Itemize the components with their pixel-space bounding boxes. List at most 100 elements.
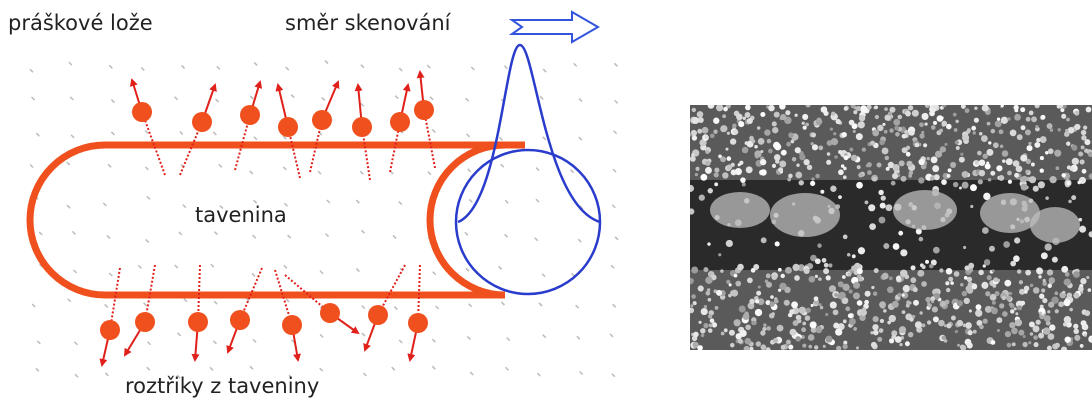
grain: [962, 134, 969, 141]
grain: [792, 157, 796, 161]
powder-dot: [326, 234, 329, 237]
powder-dot: [67, 205, 70, 208]
powder-dot: [614, 131, 617, 134]
grain: [1056, 166, 1060, 170]
grain: [806, 308, 811, 313]
grain: [881, 195, 886, 200]
spatter-particle: [312, 110, 332, 130]
grain: [699, 195, 705, 201]
grain: [788, 132, 793, 137]
grain: [838, 293, 845, 300]
grain: [940, 146, 946, 152]
powder-dot: [147, 196, 150, 199]
powder-dot: [182, 65, 185, 68]
grain: [1002, 311, 1008, 317]
grain: [908, 332, 913, 337]
grain: [761, 237, 767, 243]
grain: [999, 303, 1004, 308]
grain: [1002, 150, 1009, 157]
grain: [703, 267, 708, 272]
grain: [799, 307, 806, 314]
grain: [899, 343, 902, 346]
grain: [749, 347, 753, 351]
grain: [1066, 141, 1070, 145]
grain: [795, 147, 801, 153]
grain: [842, 344, 847, 349]
grain: [1073, 293, 1079, 299]
powder-dot: [108, 164, 111, 167]
grain: [877, 337, 882, 342]
grain: [1081, 320, 1087, 326]
grain: [957, 320, 963, 326]
powder-dot: [36, 133, 39, 136]
grain: [818, 145, 823, 150]
grain: [889, 128, 893, 132]
grain: [865, 201, 869, 205]
grain: [1017, 269, 1021, 273]
grain: [1078, 151, 1083, 156]
powder-dot: [469, 199, 472, 202]
grain: [1052, 257, 1058, 263]
grain: [1047, 269, 1053, 275]
grain: [781, 274, 785, 278]
grain: [1066, 118, 1070, 122]
powder-dot: [183, 205, 186, 208]
grain: [868, 204, 875, 211]
grain: [708, 188, 713, 193]
grain: [833, 132, 836, 135]
grain: [1036, 138, 1040, 142]
grain: [718, 253, 721, 256]
grain: [779, 283, 786, 290]
grain: [1021, 184, 1028, 191]
grain: [701, 334, 704, 337]
grain: [991, 129, 996, 134]
grain: [960, 153, 963, 156]
grain: [964, 298, 970, 304]
grain: [962, 291, 968, 297]
grain: [695, 173, 698, 176]
grain: [1055, 309, 1059, 313]
grain: [910, 277, 916, 283]
grain: [1079, 226, 1086, 233]
powder-dot: [395, 96, 398, 99]
grain: [859, 115, 865, 121]
grain: [794, 114, 797, 117]
grain: [745, 141, 749, 145]
grain: [869, 223, 876, 230]
powder-dot: [184, 299, 187, 302]
grain: [838, 195, 842, 199]
grain: [942, 336, 946, 340]
grain: [1068, 200, 1072, 204]
grain: [993, 142, 999, 148]
spatter-particle: [100, 320, 120, 340]
grain: [933, 247, 940, 254]
grain: [805, 316, 809, 320]
grain: [733, 129, 738, 134]
powder-dot: [399, 68, 402, 71]
grain: [1074, 335, 1080, 341]
grain: [1042, 298, 1047, 303]
grain: [995, 291, 1000, 296]
grain: [687, 278, 693, 284]
grain: [730, 343, 735, 348]
grain: [966, 129, 970, 133]
grain: [1006, 158, 1013, 165]
grain: [714, 168, 719, 173]
grain: [955, 120, 958, 123]
powder-dot: [436, 306, 439, 309]
grain: [806, 103, 811, 108]
grain: [756, 341, 761, 346]
grain: [830, 301, 837, 308]
grain: [1082, 169, 1087, 174]
grain: [1086, 276, 1089, 279]
powder-dot: [393, 235, 396, 238]
grain: [906, 161, 912, 167]
grain: [817, 243, 821, 247]
grain: [815, 174, 820, 179]
grain: [998, 175, 1004, 181]
grain: [705, 277, 712, 284]
grain: [976, 304, 982, 310]
grain: [1081, 130, 1086, 135]
grain: [830, 186, 836, 192]
grain: [802, 344, 806, 348]
